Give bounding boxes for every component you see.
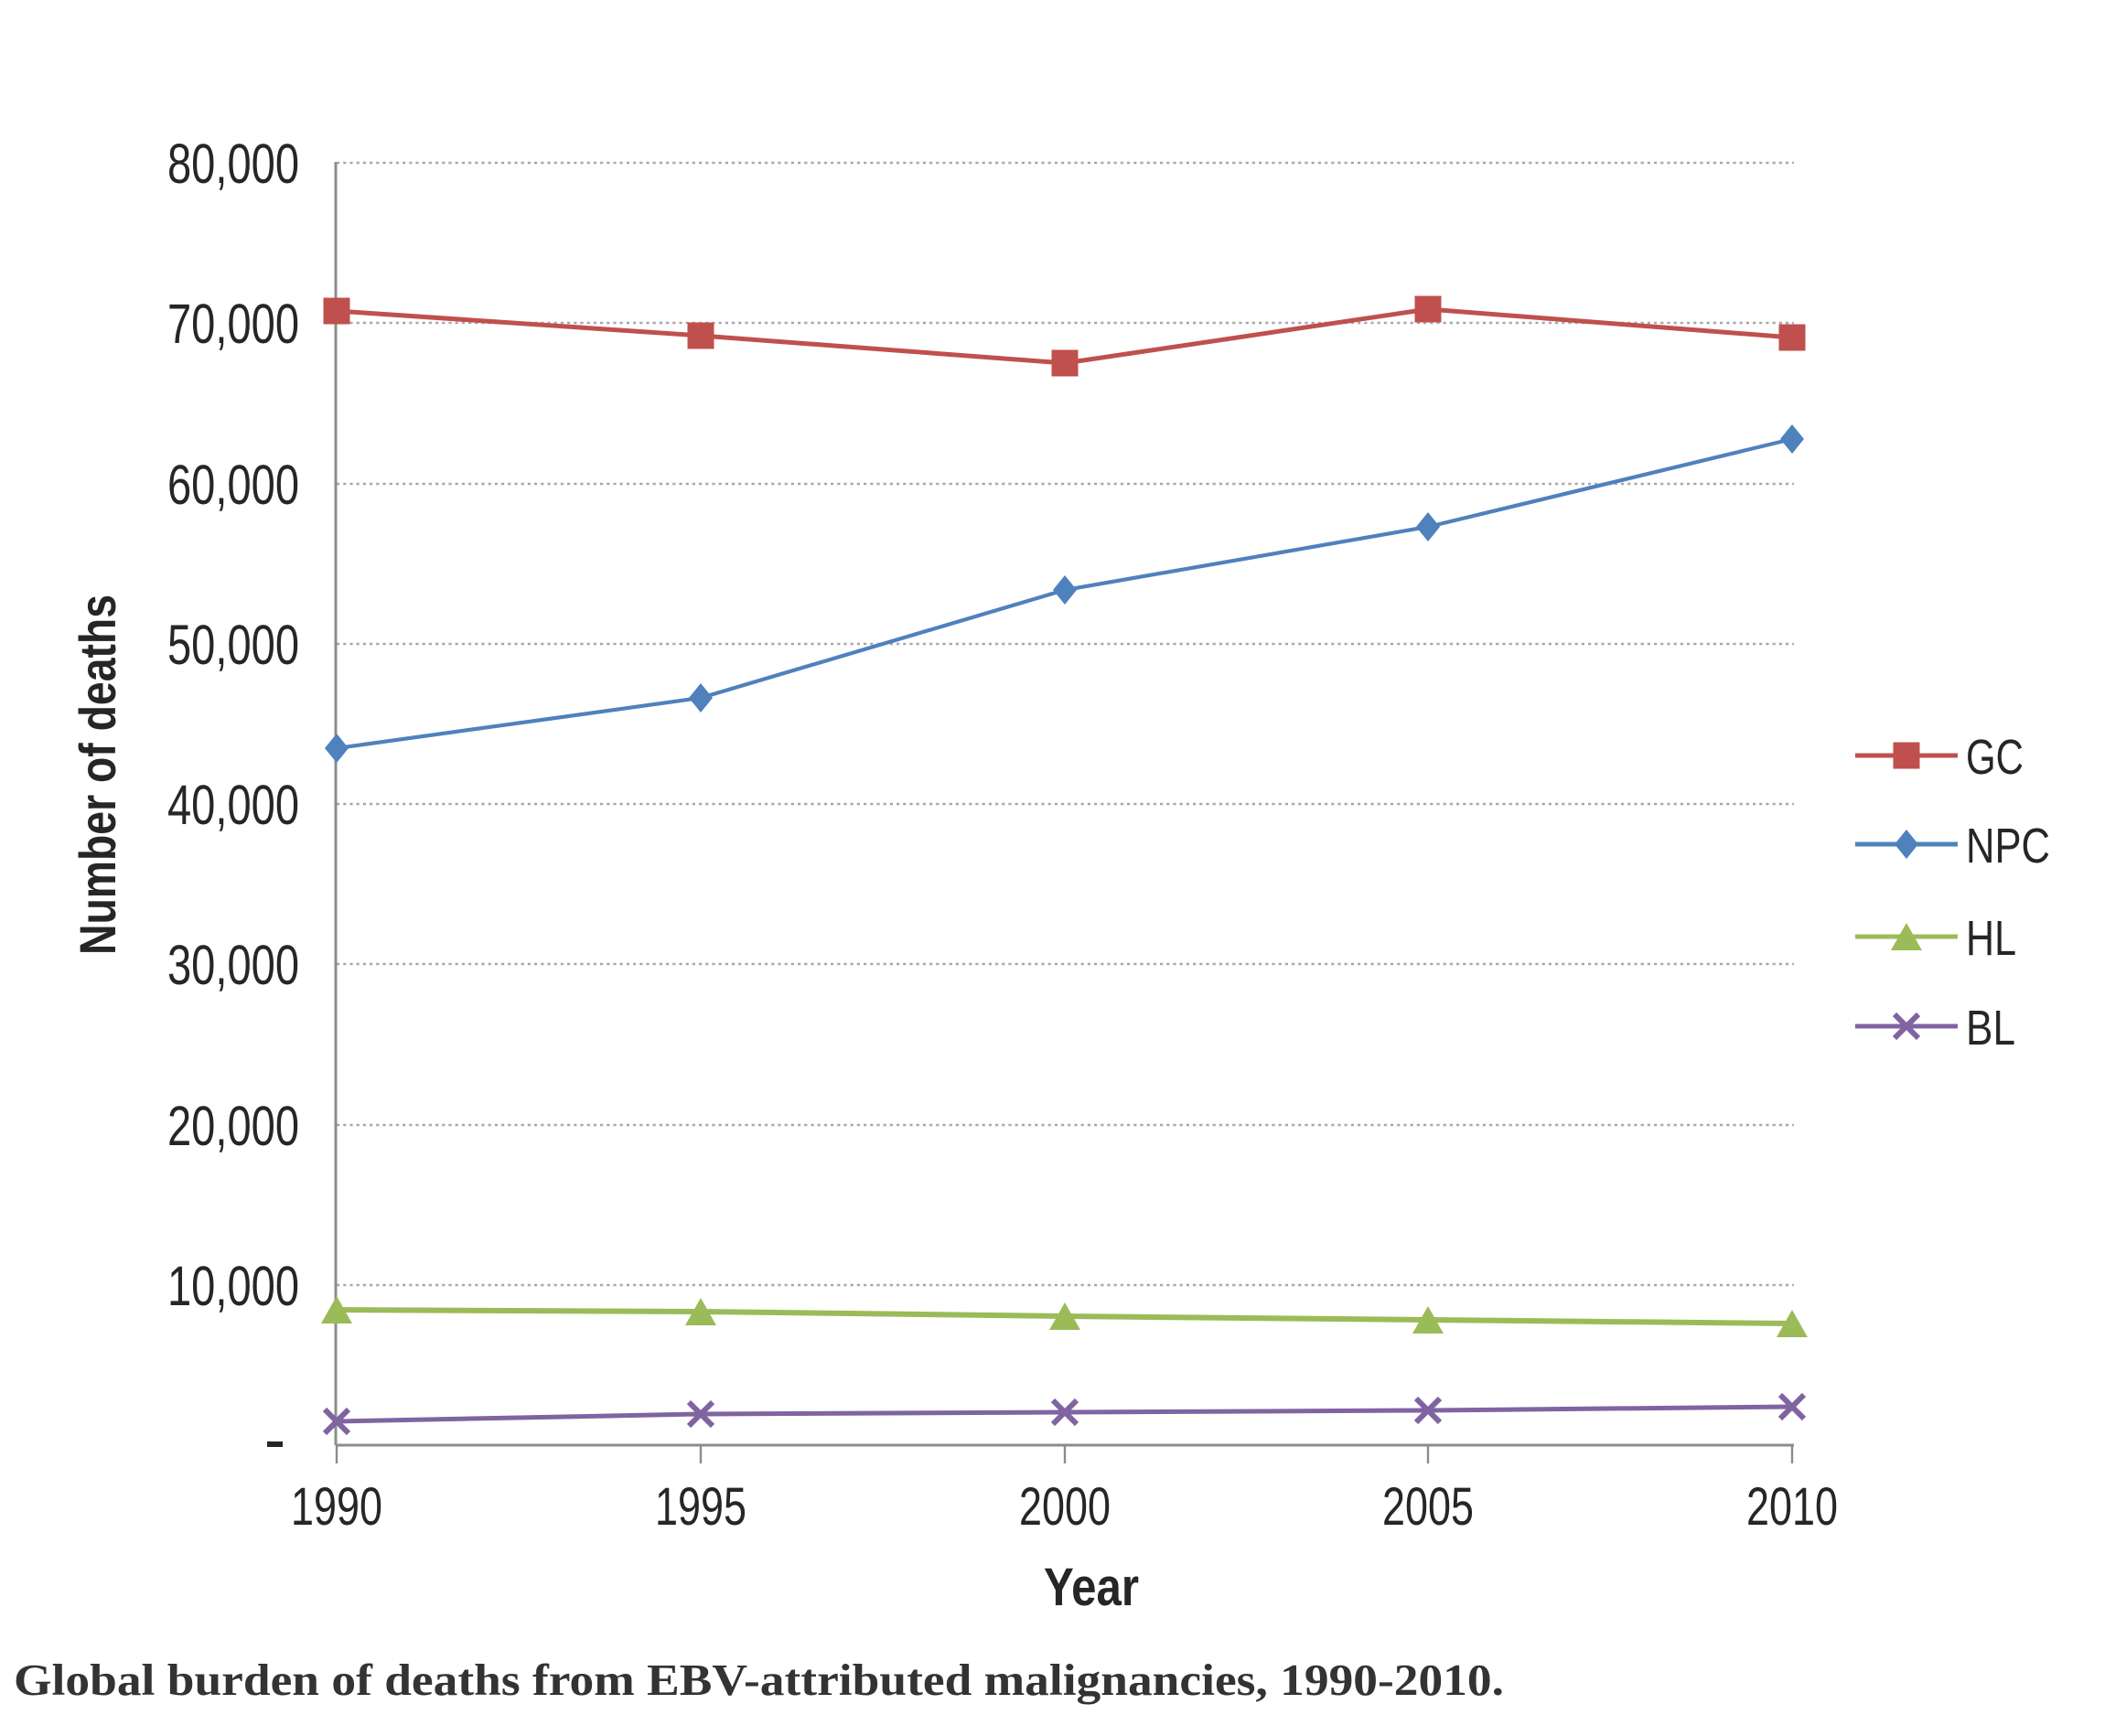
svg-text:Global burden of deaths from E: Global burden of deaths from EBV-attribu… xyxy=(14,1655,1504,1705)
svg-text:HL: HL xyxy=(1966,911,2016,966)
svg-text:NPC: NPC xyxy=(1966,819,2050,873)
svg-text:2010: 2010 xyxy=(1746,1477,1838,1537)
svg-text:Year: Year xyxy=(1044,1558,1139,1617)
svg-text:10,000: 10,000 xyxy=(167,1255,299,1317)
svg-text:50,000: 50,000 xyxy=(167,614,299,676)
svg-text:40,000: 40,000 xyxy=(167,774,299,836)
svg-text:30,000: 30,000 xyxy=(167,934,299,996)
svg-text:BL: BL xyxy=(1966,1001,2015,1056)
svg-text:1990: 1990 xyxy=(291,1477,382,1537)
svg-text:80,000: 80,000 xyxy=(167,133,299,195)
svg-text:70,000: 70,000 xyxy=(167,293,299,355)
svg-text:Number of deaths: Number of deaths xyxy=(69,595,126,955)
svg-text:1995: 1995 xyxy=(655,1477,746,1537)
svg-text:20,000: 20,000 xyxy=(167,1095,299,1157)
svg-text:60,000: 60,000 xyxy=(167,454,299,516)
svg-text:2000: 2000 xyxy=(1019,1477,1111,1537)
svg-text:GC: GC xyxy=(1966,730,2024,785)
svg-text:2005: 2005 xyxy=(1382,1477,1474,1537)
